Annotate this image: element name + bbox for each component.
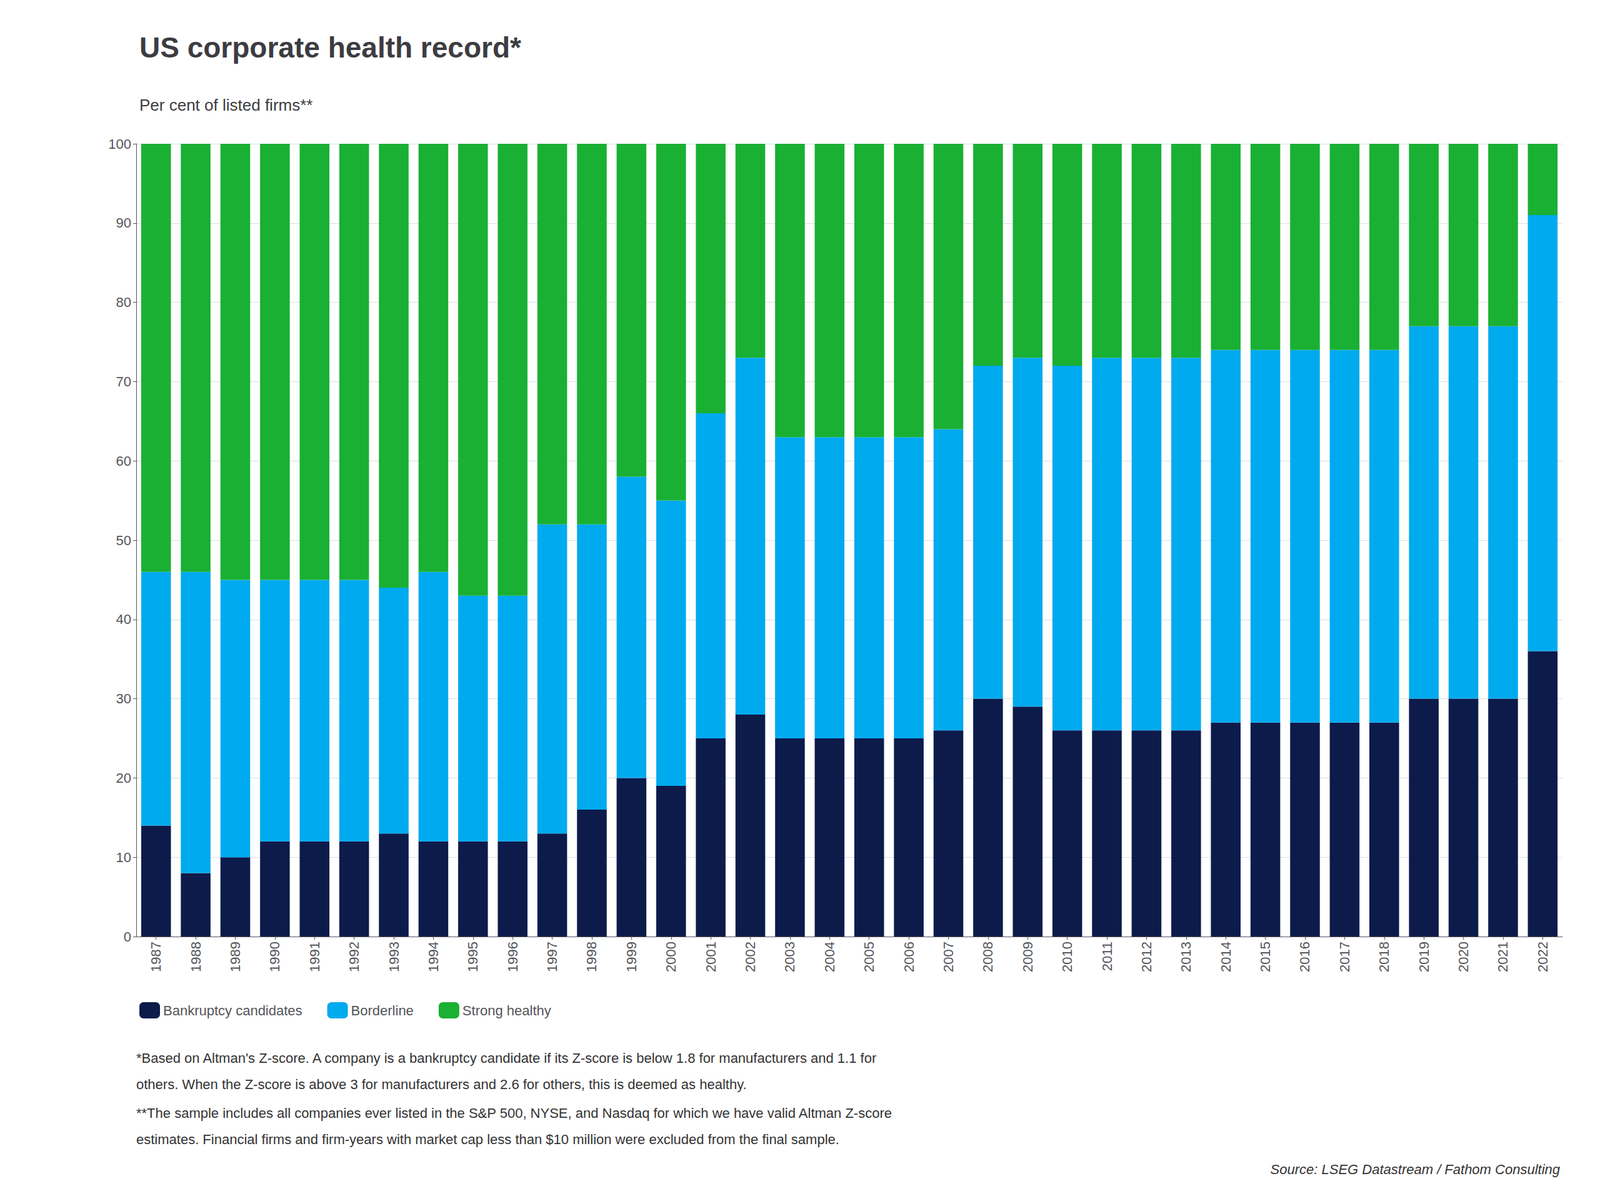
svg-text:estimates. Financial firms and: estimates. Financial firms and firm-year… bbox=[136, 1131, 840, 1147]
svg-text:1988: 1988 bbox=[188, 941, 204, 972]
svg-text:1996: 1996 bbox=[505, 941, 521, 972]
svg-text:70: 70 bbox=[116, 373, 132, 390]
svg-text:Source: LSEG Datastream / Fath: Source: LSEG Datastream / Fathom Consult… bbox=[1270, 1161, 1561, 1177]
svg-text:2018: 2018 bbox=[1376, 941, 1392, 972]
svg-text:1999: 1999 bbox=[623, 941, 640, 972]
svg-text:2013: 2013 bbox=[1178, 941, 1194, 972]
svg-text:20: 20 bbox=[116, 770, 132, 786]
svg-text:2012: 2012 bbox=[1138, 941, 1155, 972]
svg-text:2010: 2010 bbox=[1059, 941, 1075, 972]
svg-text:*Based on Altman's Z-score. A: *Based on Altman's Z-score. A company is… bbox=[136, 1050, 877, 1066]
svg-text:2001: 2001 bbox=[703, 941, 719, 972]
svg-text:2003: 2003 bbox=[781, 941, 798, 972]
svg-text:1987: 1987 bbox=[148, 941, 164, 972]
svg-text:US corporate health record*: US corporate health record* bbox=[139, 31, 522, 64]
svg-text:80: 80 bbox=[116, 294, 132, 310]
svg-text:0: 0 bbox=[123, 928, 132, 945]
svg-text:1995: 1995 bbox=[465, 941, 481, 972]
svg-text:2005: 2005 bbox=[861, 941, 877, 972]
svg-text:100: 100 bbox=[108, 136, 132, 152]
svg-text:30: 30 bbox=[116, 690, 132, 707]
svg-text:60: 60 bbox=[116, 453, 132, 469]
svg-text:1992: 1992 bbox=[346, 941, 362, 972]
svg-text:2022: 2022 bbox=[1535, 941, 1551, 972]
svg-text:2011: 2011 bbox=[1099, 941, 1115, 971]
svg-text:2015: 2015 bbox=[1257, 941, 1274, 972]
svg-text:40: 40 bbox=[116, 611, 132, 627]
svg-text:2008: 2008 bbox=[980, 941, 996, 972]
svg-text:50: 50 bbox=[116, 532, 132, 549]
svg-text:2009: 2009 bbox=[1020, 941, 1036, 972]
svg-text:Per cent of listed firms**: Per cent of listed firms** bbox=[139, 95, 313, 115]
svg-text:2002: 2002 bbox=[742, 941, 759, 972]
svg-text:2017: 2017 bbox=[1336, 941, 1353, 972]
svg-text:1991: 1991 bbox=[306, 941, 323, 972]
svg-text:1998: 1998 bbox=[583, 941, 600, 972]
svg-text:1994: 1994 bbox=[425, 941, 442, 972]
svg-text:Strong healthy: Strong healthy bbox=[462, 1002, 552, 1019]
svg-text:Bankruptcy candidates: Bankruptcy candidates bbox=[163, 1002, 303, 1019]
svg-text:10: 10 bbox=[116, 849, 132, 865]
svg-text:Borderline: Borderline bbox=[351, 1002, 414, 1019]
svg-text:1997: 1997 bbox=[544, 941, 560, 972]
svg-text:2006: 2006 bbox=[901, 941, 917, 972]
svg-text:2007: 2007 bbox=[940, 941, 957, 972]
svg-text:2004: 2004 bbox=[821, 941, 838, 972]
svg-text:2020: 2020 bbox=[1455, 941, 1472, 972]
svg-text:2000: 2000 bbox=[663, 941, 679, 972]
svg-text:1990: 1990 bbox=[266, 941, 283, 972]
svg-text:**The sample includes all comp: **The sample includes all companies ever… bbox=[136, 1105, 892, 1121]
svg-text:2021: 2021 bbox=[1495, 941, 1511, 972]
svg-text:2016: 2016 bbox=[1296, 941, 1313, 972]
svg-text:others. When the Z-score is ab: others. When the Z-score is above 3 for … bbox=[136, 1076, 747, 1092]
svg-text:1989: 1989 bbox=[227, 941, 244, 972]
svg-text:90: 90 bbox=[116, 215, 132, 231]
svg-text:1993: 1993 bbox=[386, 941, 402, 972]
svg-text:2019: 2019 bbox=[1416, 941, 1432, 972]
svg-text:2014: 2014 bbox=[1218, 941, 1234, 972]
